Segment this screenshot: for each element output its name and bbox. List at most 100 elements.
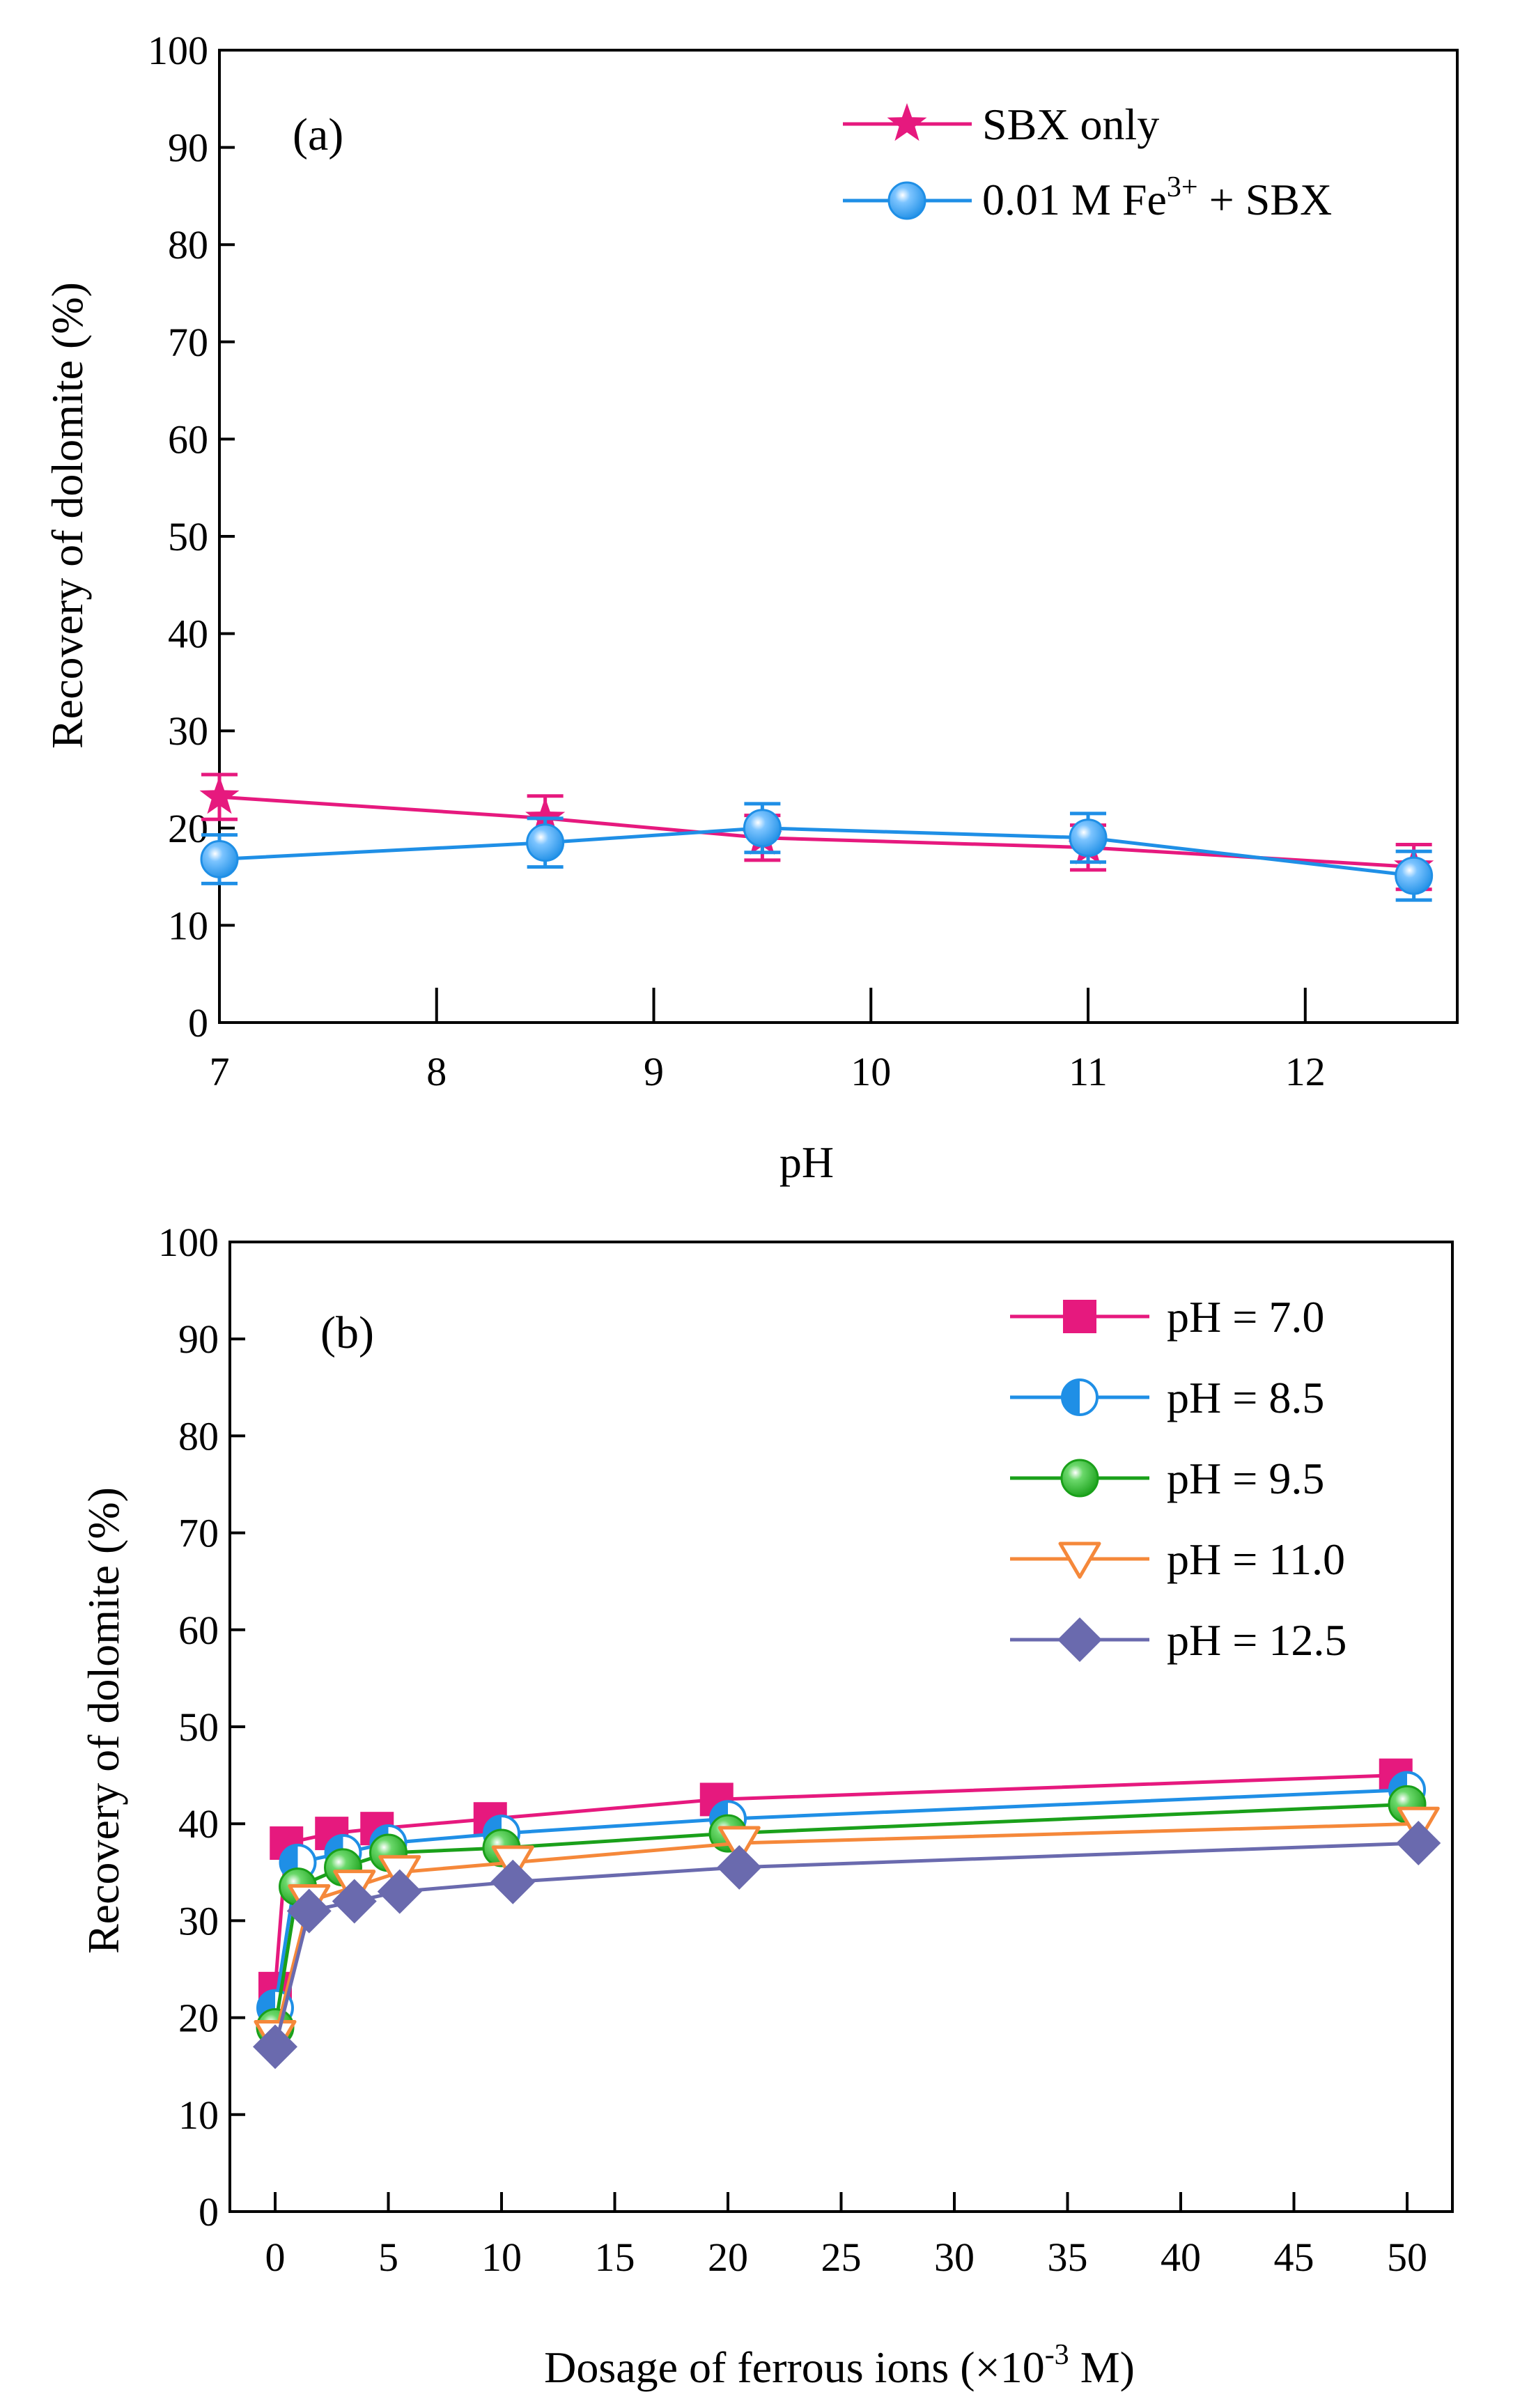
panel-a-x-tick-label-4: 11 bbox=[1069, 1049, 1108, 1094]
panel-a-y-tick-label-7: 70 bbox=[168, 320, 208, 365]
panel-b-legend-label-1: pH = 8.5 bbox=[1167, 1373, 1324, 1422]
panel-a-x-tick-label-0: 7 bbox=[210, 1049, 230, 1094]
panel-b-legend-item-1: pH = 8.5 bbox=[1010, 1373, 1324, 1422]
panel-b-legend-marker-2 bbox=[1060, 1459, 1099, 1498]
panel-b-series-4-point-4-shape bbox=[490, 1859, 536, 1904]
panel-b-legend-marker-1 bbox=[1061, 1378, 1099, 1416]
panel-b-y-axis-title: Recovery of dolomite (%) bbox=[79, 1487, 128, 1954]
panel-b-y-tick-label-1: 10 bbox=[178, 2092, 219, 2138]
panel-a-series-0-point-0 bbox=[199, 776, 240, 814]
panel-b-series-4-point-2-shape bbox=[332, 1879, 377, 1924]
panel-b-series-4-point-1 bbox=[286, 1888, 332, 1934]
panel-b-legend-marker-0-shape bbox=[1063, 1300, 1096, 1333]
panel-b-legend-label-3: pH = 11.0 bbox=[1167, 1535, 1345, 1584]
panel-a-series-1-line bbox=[219, 826, 1414, 878]
panel-a-series-0-point-1-shape bbox=[525, 797, 566, 836]
panel-b-series-3 bbox=[254, 1806, 1440, 2057]
panel-b-y-tick-label-5: 50 bbox=[178, 1704, 219, 1750]
panel-b-y-tick-label-9: 90 bbox=[178, 1316, 219, 1362]
panel-b-series-3-point-5-shape bbox=[717, 1826, 761, 1863]
panel-b-series-3-point-5 bbox=[717, 1826, 761, 1863]
panel-b-x-tick-label-2: 10 bbox=[481, 2235, 522, 2280]
panel-b-series-4-point-4 bbox=[490, 1859, 536, 1904]
panel-a-x-tick-label-3: 10 bbox=[851, 1049, 891, 1094]
panel-b-legend-marker-0 bbox=[1063, 1300, 1096, 1333]
panel-a-y-tick-label-4: 40 bbox=[168, 612, 208, 657]
panel-b-series-4 bbox=[253, 1821, 1441, 2069]
panel-a-series-1-point-0 bbox=[200, 839, 239, 878]
panel-b-series-0-line bbox=[273, 1773, 1396, 1989]
panel-b-x-axis-title: Dosage of ferrous ions (×10-3 M) bbox=[544, 2339, 1135, 2392]
panel-b-series-4-point-5-shape bbox=[717, 1844, 762, 1890]
panel-a-legend-item-1 bbox=[843, 181, 972, 220]
panel-a-series-1-point-2 bbox=[743, 809, 782, 848]
panel-a-y-tick-label-6: 60 bbox=[168, 417, 208, 462]
panel-b-x-tick-label-8: 40 bbox=[1161, 2235, 1201, 2280]
panel-a-y-tick-label-3: 30 bbox=[168, 708, 208, 754]
panel-b-x-tick-label-3: 15 bbox=[595, 2235, 635, 2280]
panel-b-legend-item-0: pH = 7.0 bbox=[1010, 1292, 1324, 1342]
panel-a-series-1-point-3-shape bbox=[1069, 818, 1108, 857]
panel-b-legend-marker-2-shape bbox=[1060, 1459, 1099, 1498]
panel-a-ticks: 0 10 20 30 40 50 60 70 80 90 100 7 8 9 10 11 12 bbox=[148, 28, 1326, 1094]
panel-a-series-1 bbox=[200, 802, 1434, 902]
panel-a-series-0-point-1 bbox=[525, 797, 566, 836]
panel-a-series-0 bbox=[199, 772, 1434, 892]
panel-a-series-1-point-2-shape bbox=[743, 809, 782, 848]
panel-a-series-1-point-4-shape bbox=[1395, 856, 1434, 895]
panel-b-legend-marker-4 bbox=[1057, 1617, 1102, 1662]
panel-b-x-tick-label-9: 45 bbox=[1274, 2235, 1314, 2280]
panel-a-legend-label-0: SBX only bbox=[982, 100, 1159, 149]
panel-b-series-4-point-6 bbox=[1396, 1821, 1441, 1866]
panel-a-legend-label-1: 0.01 M Fe3+ + SBX bbox=[982, 171, 1332, 224]
panel-b-legend-marker-4-shape bbox=[1057, 1617, 1102, 1662]
panel-a-y-tick-label-5: 50 bbox=[168, 514, 208, 559]
panel-b-series-4-point-6-shape bbox=[1396, 1821, 1441, 1866]
panel-a-y-tick-label-9: 90 bbox=[168, 125, 208, 171]
panel-a-x-axis-title: pH bbox=[779, 1137, 834, 1187]
panel-b-legend-item-3: pH = 11.0 bbox=[1010, 1535, 1345, 1584]
panel-b-y-tick-label-4: 40 bbox=[178, 1801, 219, 1847]
panel-a-y-tick-label-10: 100 bbox=[148, 28, 208, 73]
panel-b-legend-marker-3 bbox=[1058, 1541, 1101, 1579]
panel-b-y-tick-label-6: 60 bbox=[178, 1608, 219, 1653]
panel-a-series-1-point-0-shape bbox=[200, 839, 239, 878]
panel-b-label: (b) bbox=[320, 1307, 374, 1358]
panel-a-x-tick-label-2: 9 bbox=[644, 1049, 664, 1094]
panel-a: 0 10 20 30 40 50 60 70 80 90 100 7 8 9 10 11 12 (a) pH R… bbox=[42, 28, 1459, 1187]
panel-a-y-axis-title: Recovery of dolomite (%) bbox=[42, 282, 92, 749]
panel-b-series bbox=[253, 1758, 1441, 2069]
panel-a-series-1-point-4 bbox=[1395, 856, 1434, 895]
panel-b-legend-item-2: pH = 9.5 bbox=[1010, 1454, 1324, 1503]
panel-b-y-tick-label-10: 100 bbox=[158, 1220, 219, 1265]
panel-b: 0 10 20 30 40 50 60 70 80 90 100 0 5 10 15 20 25 30 35 40 45… bbox=[79, 1220, 1454, 2392]
panel-b-x-tick-label-6: 30 bbox=[934, 2235, 975, 2280]
panel-b-y-tick-label-2: 20 bbox=[178, 1996, 219, 2041]
panel-b-series-4-point-0 bbox=[253, 2024, 297, 2069]
panel-b-series-4-line bbox=[273, 1841, 1419, 2048]
panel-a-y-tick-label-0: 0 bbox=[188, 1000, 208, 1046]
panel-a-legend-marker-1-shape bbox=[887, 181, 926, 220]
panel-b-y-tick-label-8: 80 bbox=[178, 1413, 219, 1459]
panel-a-series-0-point-0-shape bbox=[199, 776, 240, 814]
panel-a-series bbox=[199, 772, 1434, 902]
panel-b-x-tick-label-0: 0 bbox=[265, 2235, 286, 2280]
panel-b-x-tick-label-1: 5 bbox=[378, 2235, 398, 2280]
panel-a-series-1-point-3 bbox=[1069, 818, 1108, 857]
panel-b-x-tick-label-5: 25 bbox=[821, 2235, 862, 2280]
panel-b-y-tick-label-0: 0 bbox=[199, 2189, 219, 2235]
panel-b-legend: pH = 7.0 pH = 8.5 pH = 9.5 pH = 11.0 pH = 12… bbox=[1010, 1292, 1347, 1665]
panel-b-series-4-point-2 bbox=[332, 1879, 377, 1924]
panel-b-y-tick-label-7: 70 bbox=[178, 1511, 219, 1556]
panel-a-label: (a) bbox=[293, 109, 343, 160]
panel-a-legend-item-0 bbox=[843, 103, 972, 141]
panel-a-y-tick-label-2: 20 bbox=[168, 806, 208, 851]
panel-b-legend-item-4: pH = 12.5 bbox=[1010, 1615, 1347, 1665]
panel-a-y-tick-label-1: 10 bbox=[168, 903, 208, 948]
panel-b-series-4-point-1-shape bbox=[286, 1888, 332, 1934]
panel-a-legend-marker-1 bbox=[887, 181, 926, 220]
panel-a-x-tick-label-1: 8 bbox=[426, 1049, 447, 1094]
panel-b-legend-label-0: pH = 7.0 bbox=[1167, 1292, 1324, 1342]
panel-b-legend-marker-1-fill bbox=[1062, 1380, 1080, 1415]
